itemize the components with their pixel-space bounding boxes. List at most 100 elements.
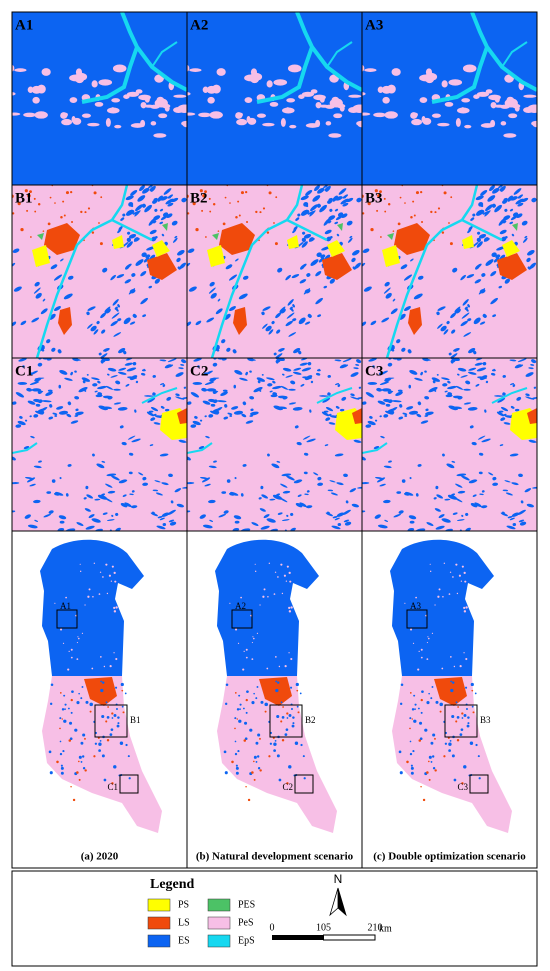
es-patch <box>403 492 410 496</box>
es-patch <box>374 514 381 519</box>
es-patch <box>37 362 43 367</box>
pes-speck <box>463 652 465 654</box>
es-patch <box>171 220 178 226</box>
es-patch <box>447 385 457 390</box>
es-patch <box>512 523 517 527</box>
es-speck <box>238 694 241 697</box>
es-patch <box>447 380 451 384</box>
es-patch <box>187 248 195 253</box>
ls-town <box>219 223 255 255</box>
es-patch <box>347 237 353 243</box>
es-patch <box>398 510 404 514</box>
es-patch <box>292 304 295 308</box>
pes-speck <box>458 574 461 577</box>
pes-patch <box>212 84 221 94</box>
es-patch <box>272 380 276 384</box>
pes-speck <box>463 610 467 613</box>
zoom-box <box>294 774 314 794</box>
pes-patch <box>37 84 46 94</box>
ls-dot <box>430 210 433 214</box>
es-patch <box>447 392 453 396</box>
es-patch <box>292 407 303 411</box>
zoom-box-label: C2 <box>282 782 293 792</box>
es-patch <box>425 411 434 416</box>
north-arrow-half <box>329 887 339 917</box>
es-patch <box>168 519 175 523</box>
es-speck <box>121 705 124 708</box>
es-patch <box>379 483 386 487</box>
pes-patch <box>126 91 140 97</box>
pes-speck <box>404 602 406 604</box>
pes-patch <box>461 98 471 103</box>
pes-patch <box>181 120 187 127</box>
es-patch <box>468 348 476 354</box>
es-speck <box>242 707 245 710</box>
ls-speck <box>426 771 429 774</box>
es-patch <box>502 374 506 378</box>
ls-speck <box>461 782 464 785</box>
es-speck <box>82 767 86 770</box>
es-patch <box>104 306 111 313</box>
es-speck <box>291 724 295 728</box>
es-patch <box>97 385 107 390</box>
river <box>12 387 178 454</box>
pes-speck <box>434 604 436 606</box>
es-patch <box>233 410 244 415</box>
es-patch <box>31 388 42 392</box>
es-patch <box>34 519 39 522</box>
es-patch <box>502 199 508 204</box>
es-patch <box>332 195 338 202</box>
es-patch <box>178 367 184 370</box>
zoom-box-label: B2 <box>305 715 316 725</box>
pes-speck <box>461 565 464 568</box>
es-patch <box>148 218 156 226</box>
es-patch <box>334 221 339 225</box>
es-patch <box>242 275 249 280</box>
ls-speck <box>453 695 455 697</box>
es-patch <box>261 494 269 499</box>
pes-speck <box>267 595 269 598</box>
es-patch <box>393 513 401 518</box>
legend-swatch <box>147 916 171 930</box>
es-patch <box>336 512 345 517</box>
es-patch <box>525 393 530 397</box>
es-patch <box>381 388 392 392</box>
es-patch <box>496 411 505 417</box>
es-patch <box>272 385 282 390</box>
es-speck <box>115 708 118 711</box>
es-speck <box>69 721 73 725</box>
ls-dot <box>449 242 453 246</box>
pes-patch <box>114 124 122 129</box>
pes-patch <box>140 119 146 128</box>
pes-patch <box>111 98 121 103</box>
es-patch <box>327 199 333 204</box>
es-patch <box>527 266 531 270</box>
es-patch <box>533 386 537 389</box>
pes-speck <box>409 628 413 631</box>
es-patch <box>456 473 467 477</box>
es-patch <box>48 510 54 514</box>
es-patch <box>303 233 312 239</box>
ls-speck <box>234 692 237 694</box>
ls-speck <box>56 760 59 764</box>
pes-patch <box>362 112 371 116</box>
es-patch <box>40 390 44 393</box>
es-patch <box>140 270 147 277</box>
ls-speck <box>251 771 254 774</box>
pes-patch <box>527 104 537 114</box>
es-patch <box>477 435 486 440</box>
legend-label: EpS <box>238 935 255 946</box>
es-patch <box>123 350 127 355</box>
pes-speck <box>76 658 79 661</box>
pes-patch <box>41 68 51 76</box>
es-patch <box>290 308 294 312</box>
es-patch <box>24 419 28 422</box>
es-patch <box>388 460 392 463</box>
es-speck <box>431 755 435 758</box>
es-patch <box>34 281 40 287</box>
es-patch <box>302 435 311 440</box>
pes-speck <box>450 656 452 658</box>
ls-speck <box>59 727 61 730</box>
ls-speck <box>409 727 411 730</box>
es-patch <box>259 389 262 392</box>
